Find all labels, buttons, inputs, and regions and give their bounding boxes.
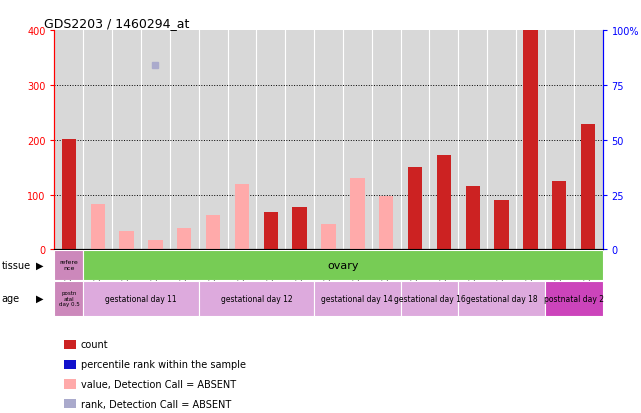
Bar [465, 187, 480, 250]
Bar [199, 281, 314, 316]
Bar [494, 201, 509, 250]
Bar [54, 281, 83, 316]
Bar [523, 31, 538, 250]
Bar [350, 179, 365, 250]
Bar [263, 213, 278, 250]
Bar [408, 168, 422, 250]
Text: postn
atal
day 0.5: postn atal day 0.5 [58, 290, 79, 306]
Bar [321, 224, 336, 250]
Bar [401, 281, 458, 316]
Bar [177, 228, 192, 250]
Text: gestational day 16: gestational day 16 [394, 294, 465, 303]
Text: ▶: ▶ [36, 293, 44, 304]
Bar [292, 208, 307, 250]
Bar [54, 250, 83, 280]
Bar [83, 281, 199, 316]
Bar [148, 240, 163, 250]
Bar [206, 216, 221, 250]
Text: percentile rank within the sample: percentile rank within the sample [81, 359, 246, 369]
Bar [552, 182, 567, 250]
Text: postnatal day 2: postnatal day 2 [544, 294, 604, 303]
Text: refere
nce: refere nce [60, 260, 78, 271]
Text: gestational day 11: gestational day 11 [105, 294, 177, 303]
Bar [314, 281, 401, 316]
Bar [379, 197, 394, 250]
Text: GDS2203 / 1460294_at: GDS2203 / 1460294_at [44, 17, 189, 30]
Text: value, Detection Call = ABSENT: value, Detection Call = ABSENT [81, 379, 236, 389]
Text: gestational day 14: gestational day 14 [322, 294, 393, 303]
Bar [119, 232, 134, 250]
Bar [235, 184, 249, 250]
Text: ▶: ▶ [36, 260, 44, 270]
Text: tissue: tissue [1, 260, 30, 270]
Bar [545, 281, 603, 316]
Bar [90, 204, 105, 250]
Text: count: count [81, 339, 108, 349]
Text: gestational day 18: gestational day 18 [466, 294, 537, 303]
Bar [581, 125, 595, 250]
Bar [458, 281, 545, 316]
Bar [437, 156, 451, 250]
Text: age: age [1, 293, 19, 304]
Text: rank, Detection Call = ABSENT: rank, Detection Call = ABSENT [81, 399, 231, 409]
Text: gestational day 12: gestational day 12 [221, 294, 292, 303]
Text: ovary: ovary [327, 260, 359, 270]
Bar [62, 139, 76, 250]
